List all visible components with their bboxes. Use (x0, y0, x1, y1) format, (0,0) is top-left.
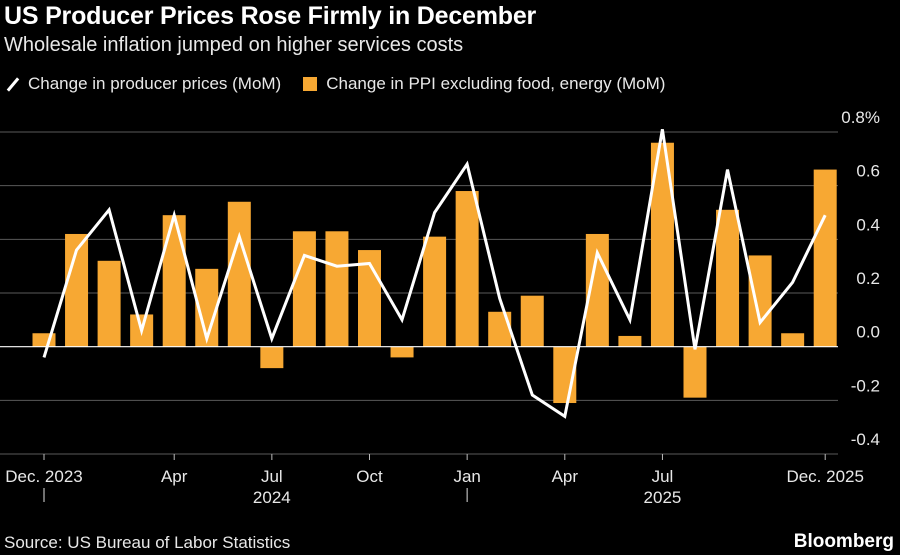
y-tick-label: -0.4 (851, 430, 880, 449)
x-tick-label: Oct (356, 467, 383, 486)
legend-line-label: Change in producer prices (MoM) (28, 74, 282, 93)
chart-title: US Producer Prices Rose Firmly in Decemb… (4, 2, 537, 30)
legend: Change in producer prices (MoM) Change i… (4, 74, 687, 94)
legend-item-line: Change in producer prices (MoM) (4, 74, 281, 94)
legend-bar-swatch (303, 77, 318, 91)
bar (260, 346, 284, 369)
bar (97, 260, 121, 347)
bar (195, 268, 219, 347)
y-tick-label: 0.0 (856, 323, 880, 342)
x-tick-label: Dec. 2023 (5, 467, 83, 486)
chart-subtitle: Wholesale inflation jumped on higher ser… (4, 34, 464, 56)
bar (618, 335, 642, 347)
bar (65, 233, 89, 347)
x-tick-label: Jul (652, 467, 674, 486)
y-tick-label: 0.4 (856, 215, 880, 234)
bar (520, 295, 544, 347)
bar (455, 191, 479, 347)
y-tick-label: 0.6 (856, 162, 880, 181)
x-tick-label: Jan (453, 467, 480, 486)
x-tick-label: Dec. 2025 (786, 467, 864, 486)
bar (325, 231, 349, 347)
x-tick-label: Jul (261, 467, 283, 486)
y-tick-label: 0.2 (856, 269, 880, 288)
series-line (42, 129, 827, 419)
bar (683, 346, 707, 398)
bar (781, 333, 805, 347)
bloomberg-logo: Bloomberg (793, 531, 894, 552)
legend-item-bar: Change in PPI excluding food, energy (Mo… (303, 74, 665, 94)
bar (227, 201, 251, 347)
x-tick-label: Apr (552, 467, 579, 486)
bar (650, 142, 674, 347)
year-label: 2025 (644, 488, 682, 507)
bar (162, 215, 186, 347)
source-note: Source: US Bureau of Labor Statistics (4, 533, 291, 552)
bar (813, 169, 837, 347)
y-tick-label: -0.2 (851, 376, 880, 395)
bar (716, 209, 740, 347)
bar (488, 311, 512, 347)
bar (390, 346, 414, 358)
x-tick-label: Apr (161, 467, 188, 486)
y-tick-label: 0.8% (841, 108, 880, 127)
year-label: 2024 (253, 488, 291, 507)
bar (748, 255, 772, 347)
legend-bar-label: Change in PPI excluding food, energy (Mo… (326, 74, 666, 93)
bar (292, 231, 316, 347)
bar (423, 236, 447, 347)
